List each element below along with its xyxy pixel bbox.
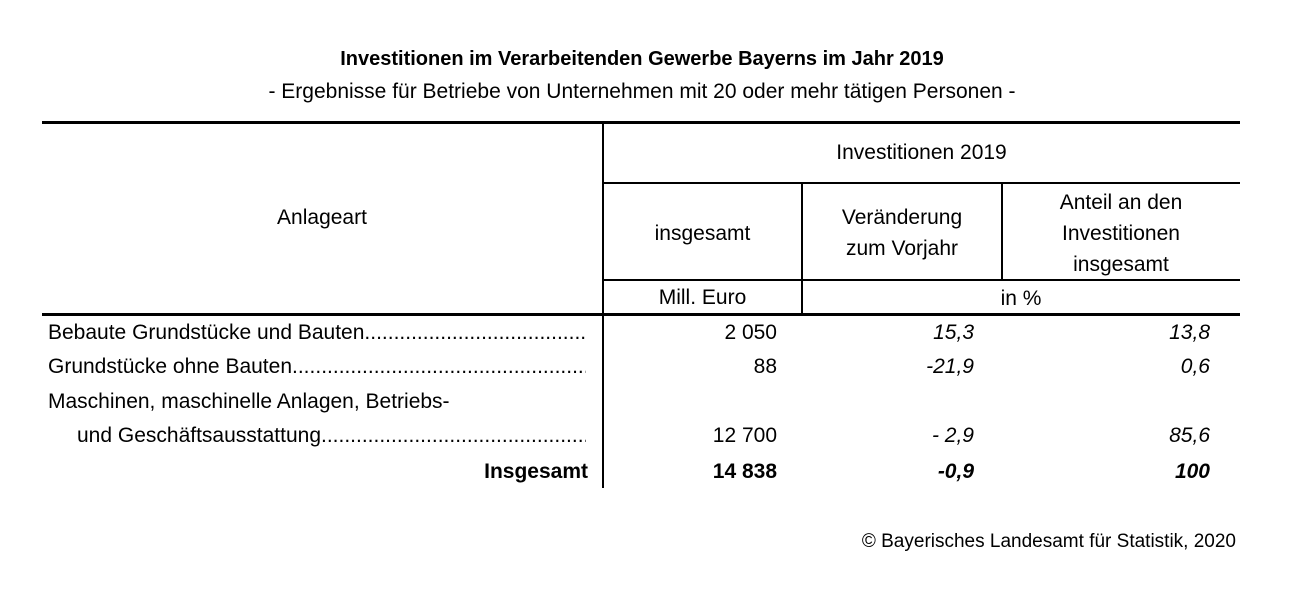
column-header-total: insgesamt: [654, 222, 751, 245]
row-label-text: Bebaute Grundstücke und Bauten: [48, 321, 365, 344]
stub-vertical-rule: [602, 121, 604, 488]
row-label-text: und Geschäftsausstattung: [77, 424, 321, 447]
total-row-label: Insgesamt: [484, 460, 588, 483]
leader-dots: ........................................…: [292, 355, 586, 378]
leader-dots: ........................................…: [321, 424, 586, 447]
row-value-share: 13,8: [1169, 321, 1210, 344]
stub-header: Anlageart: [277, 206, 367, 229]
row-value-change: - 2,9: [931, 424, 974, 447]
header-bottom-rule: [42, 313, 1240, 316]
column-header-share-line2: Investitionen: [1062, 222, 1180, 245]
table-subtitle: - Ergebnisse für Betriebe von Unternehme…: [268, 80, 1016, 103]
unit-percent: in %: [1000, 287, 1042, 310]
row-value-share: 85,6: [1169, 424, 1210, 447]
column-header-share-line1: Anteil an den: [1059, 191, 1183, 214]
column-divider-2: [1001, 183, 1003, 281]
leader-dots: ........................................…: [364, 321, 586, 344]
table-title: Investitionen im Verarbeitenden Gewerbe …: [340, 48, 944, 70]
row-label-text: Grundstücke ohne Bauten: [48, 355, 293, 378]
total-value: 14 838: [712, 460, 777, 483]
source-note: © Bayerisches Landesamt für Statistik, 2…: [861, 531, 1236, 552]
column-header-change-line2: zum Vorjahr: [845, 237, 959, 260]
total-share: 100: [1174, 460, 1210, 483]
row-value-change: -21,9: [926, 355, 974, 378]
table-row-label: Grundstücke ohne Bauten.................…: [48, 355, 586, 379]
table-row-label: und Geschäftsausstattung................…: [77, 424, 586, 448]
group-header: Investitionen 2019: [836, 141, 1007, 164]
row-value-total: 12 700: [712, 424, 777, 447]
unit-total: Mill. Euro: [658, 286, 747, 309]
column-header-share: Anteil an den Investitionen insgesamt: [1002, 187, 1240, 280]
row-value-change: 15,3: [933, 321, 974, 344]
column-header-change: Veränderung zum Vorjahr: [802, 202, 1002, 264]
row-value-total: 2 050: [724, 321, 777, 344]
table-row-label: Bebaute Grundstücke und Bauten..........…: [48, 321, 586, 345]
column-header-share-line3: insgesamt: [1073, 253, 1169, 276]
unit-rule: [603, 279, 1240, 281]
group-header-rule: [603, 182, 1240, 184]
row-value-share: 0,6: [1180, 355, 1210, 378]
row-value-total: 88: [753, 355, 777, 378]
column-divider-1: [801, 183, 803, 314]
top-rule: [42, 121, 1240, 124]
row-label-line1: Maschinen, maschinelle Anlagen, Betriebs…: [48, 390, 450, 413]
total-change: -0,9: [937, 460, 974, 483]
column-header-change-line1: Veränderung: [841, 206, 963, 229]
